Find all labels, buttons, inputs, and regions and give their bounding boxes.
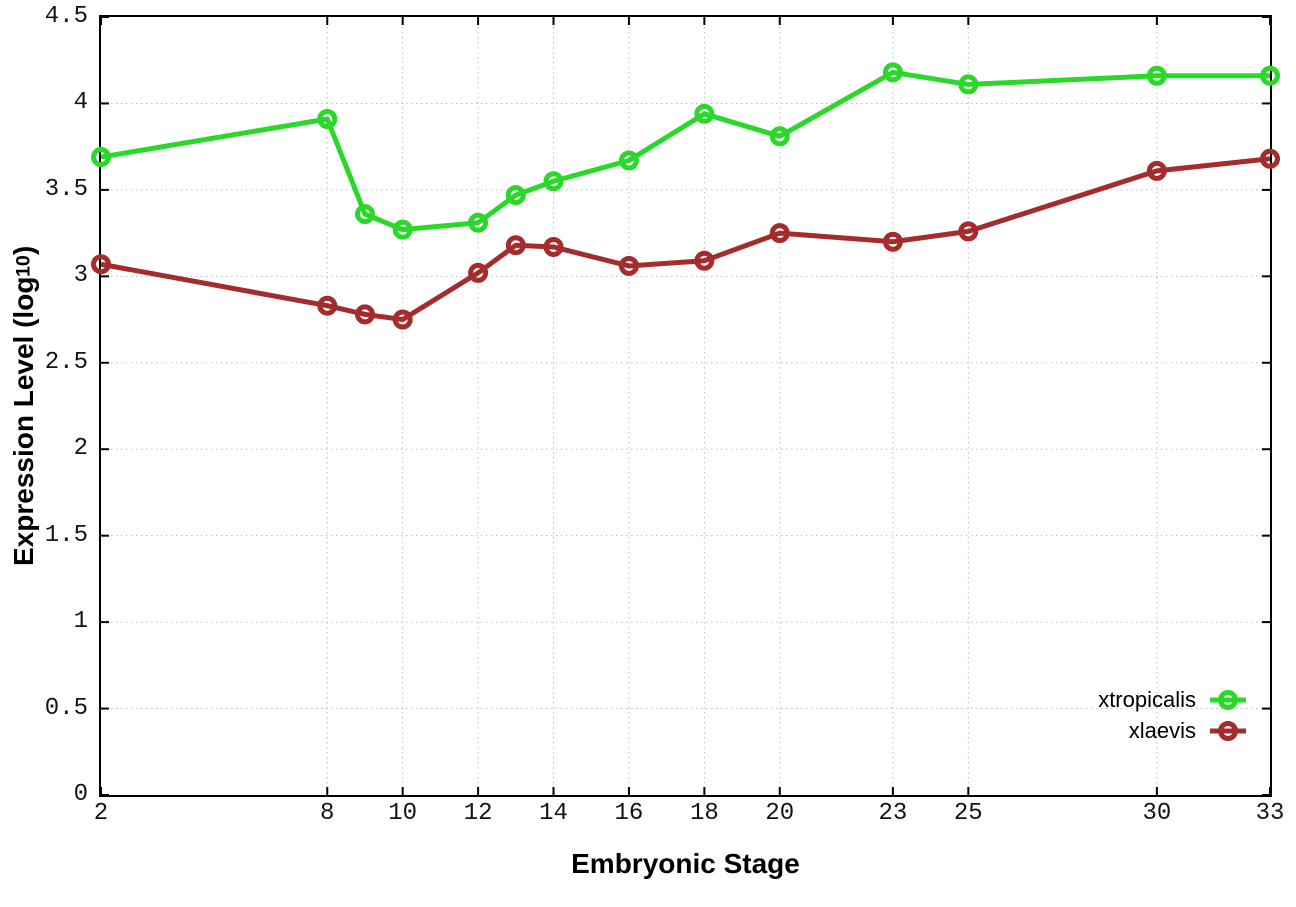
data-point-xtropicalis — [1260, 65, 1280, 86]
series-line-xlaevis — [100, 156, 1271, 323]
y-tick-label: 4.5 — [44, 3, 88, 30]
x-tick-label: 12 — [463, 800, 493, 827]
data-point-xtropicalis — [468, 212, 489, 233]
legend-point-xlaevis — [1218, 720, 1238, 741]
x-tick-label: 33 — [1255, 800, 1285, 827]
x-tick-label: 30 — [1142, 800, 1172, 827]
data-point-xtropicalis — [543, 171, 564, 192]
legend-item-xlaevis: xlaevis — [1098, 715, 1248, 746]
plot-area: xtropicalis xlaevis — [91, 15, 1280, 797]
data-point-xlaevis — [543, 236, 564, 257]
data-point-xtropicalis — [882, 62, 903, 83]
x-tick-label: 18 — [689, 800, 719, 827]
data-point-xtropicalis — [618, 150, 639, 171]
data-point-xtropicalis — [91, 147, 111, 168]
data-point-xlaevis — [354, 304, 375, 325]
x-tick-label: 8 — [320, 800, 335, 827]
x-tick-label: 16 — [614, 800, 644, 827]
legend-marker-xlaevis-icon — [1210, 720, 1246, 741]
legend-label-xlaevis: xlaevis — [1128, 717, 1196, 743]
data-point-xtropicalis — [354, 204, 375, 225]
data-point-xtropicalis — [694, 103, 715, 124]
y-tick-label: 3.5 — [44, 175, 88, 203]
data-point-xlaevis — [392, 309, 413, 330]
y-tick-label: 1 — [73, 608, 88, 636]
data-point-xtropicalis — [1146, 65, 1167, 86]
y-tick-label: 2 — [73, 435, 88, 463]
legend-item-xtropicalis: xtropicalis — [1098, 684, 1248, 715]
y-tick-label: 0.5 — [44, 694, 88, 722]
data-point-xtropicalis — [392, 219, 413, 240]
series-line-xtropicalis — [100, 69, 1270, 233]
data-point-xlaevis — [468, 262, 489, 283]
data-point-xlaevis — [882, 231, 903, 252]
y-axis-title: Expression Level (log 10) — [2, 17, 46, 795]
y-tick-label: 2.5 — [44, 348, 88, 376]
data-point-xlaevis — [769, 223, 790, 244]
y-axis-title-suffix: ) — [8, 245, 39, 256]
legend-label-xtropicalis: xtropicalis — [1098, 686, 1196, 712]
data-point-xtropicalis — [958, 74, 979, 95]
data-point-xlaevis — [1146, 160, 1167, 181]
data-point-xlaevis — [505, 235, 526, 256]
x-axis-title: Embryonic Stage — [571, 848, 800, 879]
data-point-xlaevis — [618, 255, 639, 276]
x-tick-label: 20 — [765, 800, 795, 827]
data-point-xlaevis — [958, 221, 979, 242]
x-tick-label: 2 — [93, 800, 109, 827]
data-point-xtropicalis — [769, 126, 790, 147]
data-point-xlaevis — [1260, 148, 1280, 169]
data-point-xlaevis — [317, 295, 338, 316]
y-tick-label: 1.5 — [44, 521, 88, 549]
x-tick-label: 23 — [878, 800, 908, 827]
chart-canvas — [91, 16, 1280, 796]
data-point-xtropicalis — [317, 109, 338, 130]
y-tick-label: 0 — [73, 781, 88, 808]
legend-marker-xtropicalis-icon — [1210, 689, 1246, 710]
x-tick-label: 10 — [388, 800, 418, 827]
data-point-xtropicalis — [505, 185, 526, 206]
y-tick-label: 3 — [73, 262, 88, 290]
data-point-xlaevis — [694, 250, 715, 271]
legend: xtropicalis xlaevis — [1098, 684, 1248, 746]
y-tick-label: 4 — [73, 89, 88, 117]
x-tick-label: 25 — [953, 800, 983, 827]
x-tick-label: 14 — [539, 800, 568, 827]
data-point-xlaevis — [91, 254, 111, 275]
legend-point-xtropicalis — [1218, 689, 1238, 710]
